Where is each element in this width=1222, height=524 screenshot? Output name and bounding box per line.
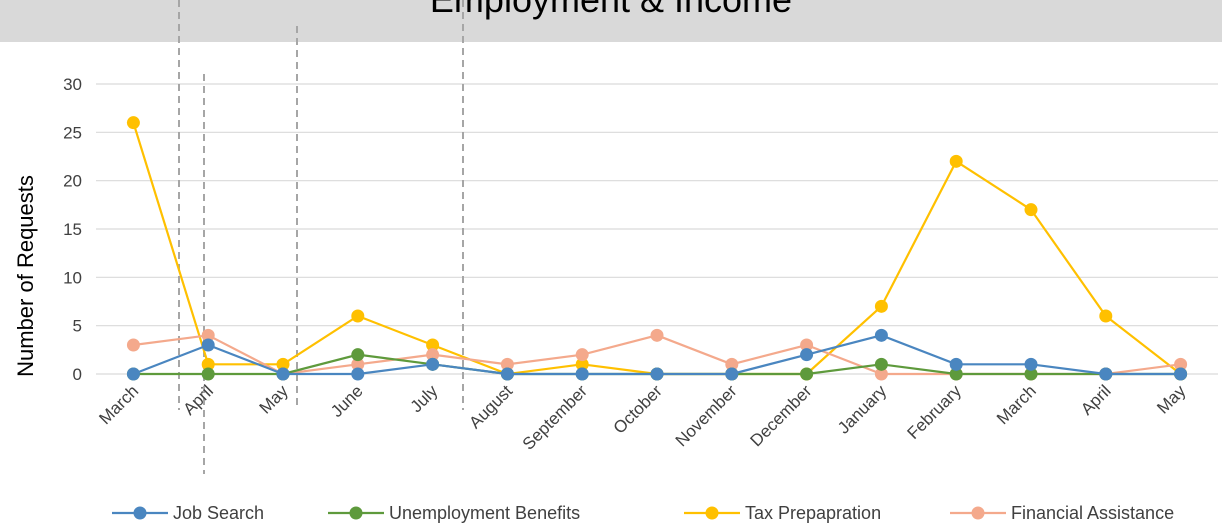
data-point [201,367,215,381]
x-tick-label: January [834,381,891,438]
x-tick-label: May [1153,381,1189,417]
data-point [949,357,963,371]
data-point [351,367,365,381]
data-point [575,357,589,371]
legend-label: Financial Assistance [1011,503,1174,523]
data-point [575,367,589,381]
series [126,116,1188,381]
legend-marker [349,506,363,520]
y-tick-label: 20 [63,172,82,191]
x-tick-label: February [903,381,965,443]
legend-item: Tax Prepapration [684,503,881,523]
legend-marker [971,506,985,520]
x-tick-label: March [95,381,142,428]
data-point [949,154,963,168]
data-point [276,367,290,381]
x-tick-label: March [993,381,1040,428]
data-point [1174,367,1188,381]
y-tick-label: 15 [63,220,82,239]
data-point [800,348,814,362]
data-point [126,367,140,381]
legend-marker [133,506,147,520]
data-point [500,367,514,381]
x-axis-ticks: March April May June July August September Octo… [95,381,1189,454]
legend-label: Job Search [173,503,264,523]
y-tick-label: 5 [73,317,82,336]
data-point [1024,357,1038,371]
legend-label: Tax Prepapration [745,503,881,523]
x-tick-label: November [672,381,741,450]
legend: Job Search Unemployment Benefits Tax Prepa… [112,503,1174,523]
data-point [276,357,290,371]
legend-item: Unemployment Benefits [328,503,580,523]
data-point [575,348,589,362]
data-point [201,357,215,371]
data-point [800,367,814,381]
data-point [725,357,739,371]
data-point [426,348,440,362]
data-point [351,348,365,362]
data-point [650,367,664,381]
legend-label: Unemployment Benefits [389,503,580,523]
x-tick-label: June [327,381,367,421]
x-tick-label: May [256,381,292,417]
data-point [1024,367,1038,381]
chart-title: Employment & Income [0,0,1222,22]
series-job-search [126,328,1188,381]
data-point [126,338,140,352]
y-axis-label: Number of Requests [13,175,38,377]
x-tick-label: July [407,381,442,416]
data-point [351,309,365,323]
data-point [1099,309,1113,323]
data-point [1099,367,1113,381]
data-point [1024,203,1038,217]
data-point [874,367,888,381]
data-point [1174,357,1188,371]
data-point [351,357,365,371]
y-tick-label: 10 [63,268,82,287]
data-point [725,367,739,381]
x-tick-label: April [180,381,217,418]
data-point [201,338,215,352]
data-point [874,299,888,313]
data-point [949,367,963,381]
y-axis-ticks: 0 5 10 15 20 25 30 [63,75,82,384]
legend-marker [705,506,719,520]
x-tick-label: October [610,381,666,437]
data-point [201,328,215,342]
x-tick-label: September [519,381,591,453]
legend-item: Financial Assistance [950,503,1174,523]
x-tick-label: August [465,381,516,432]
y-tick-label: 30 [63,75,82,94]
data-point [426,338,440,352]
data-point [874,357,888,371]
chart-title-bar: Employment & Income [0,0,1222,42]
legend-item: Job Search [112,503,264,523]
data-point [126,116,140,130]
divider-lines [178,0,464,474]
data-point [800,338,814,352]
x-tick-label: April [1077,381,1114,418]
y-tick-label: 25 [63,123,82,142]
x-tick-label: December [747,381,816,450]
data-point [500,357,514,371]
data-point [650,328,664,342]
data-point [874,328,888,342]
y-tick-label: 0 [73,365,82,384]
data-point [426,357,440,371]
